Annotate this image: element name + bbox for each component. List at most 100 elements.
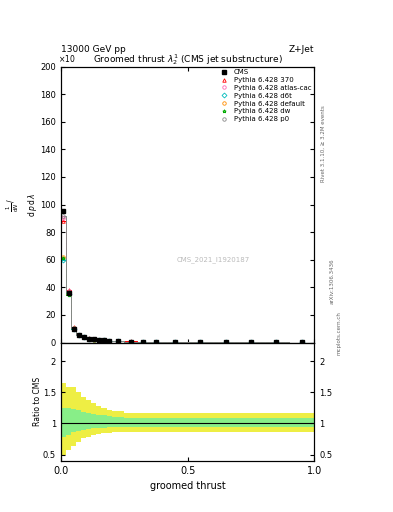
Pythia 6.428 default	[274, 339, 279, 346]
Pythia 6.428 atlas-cac	[97, 337, 101, 343]
Pythia 6.428 370	[198, 339, 203, 345]
Pythia 6.428 atlas-cac	[141, 339, 146, 345]
Pythia 6.428 p0	[223, 339, 228, 346]
Pythia 6.428 default	[299, 339, 304, 346]
Pythia 6.428 dw	[274, 339, 279, 346]
Pythia 6.428 dw	[86, 336, 91, 342]
Pythia 6.428 dw	[71, 326, 76, 332]
Pythia 6.428 370	[66, 287, 71, 293]
Pythia 6.428 default	[97, 337, 101, 343]
Pythia 6.428 dw	[66, 292, 71, 298]
Pythia 6.428 default	[61, 254, 66, 260]
Pythia 6.428 370	[71, 324, 76, 330]
Pythia 6.428 p0	[173, 339, 177, 345]
Pythia 6.428 p0	[86, 335, 91, 342]
Pythia 6.428 p0	[76, 332, 81, 338]
Pythia 6.428 p0	[128, 338, 133, 345]
Line: CMS: CMS	[62, 210, 303, 344]
Text: mcplots.cern.ch: mcplots.cern.ch	[337, 311, 342, 355]
Pythia 6.428 d6t	[97, 337, 101, 343]
Pythia 6.428 atlas-cac	[299, 339, 304, 346]
Pythia 6.428 atlas-cac	[274, 339, 279, 346]
Pythia 6.428 370	[249, 339, 253, 346]
Pythia 6.428 d6t	[154, 339, 158, 345]
Pythia 6.428 d6t	[86, 336, 91, 342]
Pythia 6.428 d6t	[299, 339, 304, 346]
Line: Pythia 6.428 atlas-cac: Pythia 6.428 atlas-cac	[62, 217, 303, 344]
Pythia 6.428 dw	[61, 255, 66, 262]
Pythia 6.428 atlas-cac	[173, 339, 177, 345]
Pythia 6.428 d6t	[71, 326, 76, 332]
Pythia 6.428 atlas-cac	[107, 337, 112, 344]
Pythia 6.428 atlas-cac	[92, 336, 96, 343]
Pythia 6.428 dw	[249, 339, 253, 346]
Pythia 6.428 default	[198, 339, 203, 346]
Pythia 6.428 370	[86, 335, 91, 342]
Pythia 6.428 370	[81, 334, 86, 340]
Pythia 6.428 dw	[97, 337, 101, 343]
Pythia 6.428 p0	[116, 338, 120, 344]
Pythia 6.428 370	[128, 338, 133, 345]
Pythia 6.428 370	[299, 339, 304, 346]
Pythia 6.428 default	[66, 290, 71, 296]
Pythia 6.428 dw	[223, 339, 228, 346]
Pythia 6.428 default	[71, 326, 76, 332]
Pythia 6.428 p0	[154, 339, 158, 345]
CMS	[71, 326, 76, 332]
Pythia 6.428 d6t	[249, 339, 253, 346]
Pythia 6.428 370	[173, 339, 177, 345]
Pythia 6.428 p0	[107, 337, 112, 344]
CMS	[299, 339, 304, 346]
Pythia 6.428 dw	[128, 338, 133, 345]
Pythia 6.428 370	[274, 339, 279, 346]
CMS	[223, 339, 228, 346]
Pythia 6.428 atlas-cac	[81, 334, 86, 340]
Pythia 6.428 default	[173, 339, 177, 345]
Pythia 6.428 dw	[76, 332, 81, 338]
Pythia 6.428 p0	[71, 325, 76, 331]
Y-axis label: Ratio to CMS: Ratio to CMS	[33, 377, 42, 426]
Pythia 6.428 p0	[249, 339, 253, 346]
Pythia 6.428 default	[116, 338, 120, 344]
Pythia 6.428 370	[102, 337, 107, 344]
CMS	[173, 339, 177, 345]
CMS	[249, 339, 253, 346]
Pythia 6.428 dw	[173, 339, 177, 345]
Pythia 6.428 dw	[154, 339, 158, 345]
Pythia 6.428 p0	[81, 334, 86, 340]
Pythia 6.428 default	[128, 338, 133, 345]
CMS	[86, 335, 91, 342]
Pythia 6.428 d6t	[274, 339, 279, 346]
Legend: CMS, Pythia 6.428 370, Pythia 6.428 atlas-cac, Pythia 6.428 d6t, Pythia 6.428 de: CMS, Pythia 6.428 370, Pythia 6.428 atla…	[216, 68, 313, 123]
Text: arXiv:1306.3436: arXiv:1306.3436	[329, 259, 334, 305]
CMS	[97, 337, 101, 343]
CMS	[128, 338, 133, 345]
Pythia 6.428 p0	[92, 336, 96, 343]
Pythia 6.428 d6t	[198, 339, 203, 346]
Pythia 6.428 dw	[102, 337, 107, 344]
CMS	[107, 337, 112, 344]
Pythia 6.428 370	[97, 337, 101, 343]
Pythia 6.428 atlas-cac	[154, 339, 158, 345]
Pythia 6.428 p0	[274, 339, 279, 346]
CMS	[66, 290, 71, 296]
Line: Pythia 6.428 dw: Pythia 6.428 dw	[62, 257, 303, 344]
CMS	[102, 337, 107, 344]
Pythia 6.428 default	[223, 339, 228, 346]
CMS	[76, 332, 81, 338]
Pythia 6.428 d6t	[61, 257, 66, 263]
Pythia 6.428 atlas-cac	[249, 339, 253, 346]
Pythia 6.428 atlas-cac	[86, 335, 91, 342]
Pythia 6.428 dw	[141, 339, 146, 345]
Text: $\times10$: $\times10$	[59, 53, 76, 64]
Pythia 6.428 370	[223, 339, 228, 346]
CMS	[92, 336, 96, 343]
Title: Groomed thrust $\lambda_2^1$ (CMS jet substructure): Groomed thrust $\lambda_2^1$ (CMS jet su…	[93, 52, 283, 67]
Pythia 6.428 p0	[66, 289, 71, 295]
CMS	[141, 339, 146, 345]
Line: Pythia 6.428 default: Pythia 6.428 default	[62, 255, 303, 344]
Pythia 6.428 dw	[116, 338, 120, 344]
Pythia 6.428 atlas-cac	[128, 338, 133, 345]
Pythia 6.428 d6t	[102, 337, 107, 344]
Pythia 6.428 d6t	[81, 334, 86, 340]
